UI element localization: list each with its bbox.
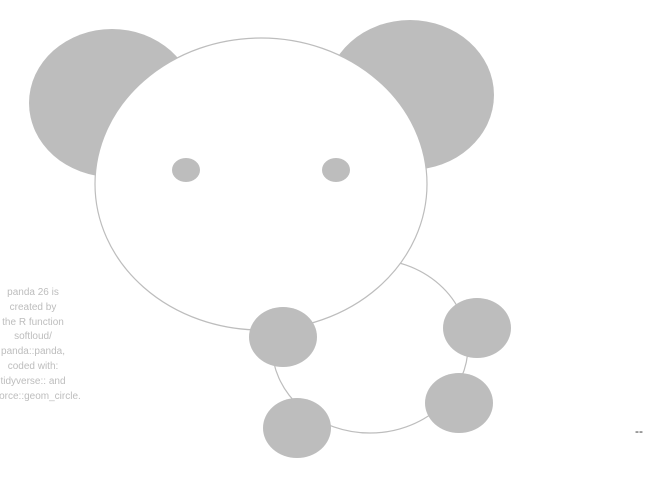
paw-front-left bbox=[249, 307, 317, 367]
paw-bottom-left bbox=[263, 398, 331, 458]
caption-line: ggforce::geom_circle. bbox=[0, 390, 81, 402]
head bbox=[94, 37, 428, 331]
caption-line: coded with: bbox=[7, 360, 59, 372]
caption-line: created by bbox=[9, 301, 57, 313]
caption-line: panda::panda, bbox=[1, 346, 65, 358]
right-eye bbox=[322, 158, 350, 182]
caption-line: tidyverse:: and bbox=[0, 375, 66, 387]
caption-text: panda 26 is created by the R function so… bbox=[0, 286, 92, 404]
left-eye bbox=[172, 158, 200, 182]
caption-line: softloud/ bbox=[14, 331, 52, 343]
caption-line: panda 26 is bbox=[7, 287, 59, 298]
paw-right-upper bbox=[443, 298, 511, 358]
corner-dash-mark: -- bbox=[635, 424, 643, 438]
paw-right-lower bbox=[425, 373, 493, 433]
caption-line: the R function bbox=[2, 316, 64, 328]
